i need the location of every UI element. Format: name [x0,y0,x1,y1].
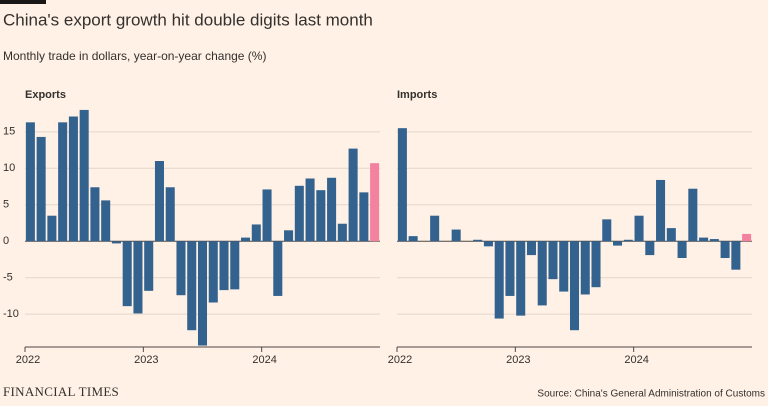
bar [688,188,698,242]
y-tick-label: 15 [3,126,15,138]
y-tick-label: 10 [3,162,15,174]
bar [602,219,612,242]
bar [262,189,272,242]
bar [305,178,315,242]
bar [294,185,304,242]
bar [720,241,730,259]
bar [430,215,440,242]
bar [348,148,358,242]
brand: FINANCIAL TIMES [3,384,119,399]
bar [219,241,229,291]
bar [569,241,580,331]
bar [68,116,78,242]
bar [144,241,154,291]
bar [111,241,121,244]
bar [634,215,644,242]
bar [699,237,709,242]
bar [90,187,100,242]
x-tick-label: 2023 [134,354,158,366]
figure-subtitle: Monthly trade in dollars, year-on-year c… [3,49,266,63]
bar [241,237,251,242]
bar [47,215,57,242]
bar [251,224,261,242]
y-tick-label: 5 [3,199,9,211]
bar [359,192,369,242]
bar [731,241,741,270]
bar [122,241,132,307]
bar [656,179,666,242]
bar [742,233,752,242]
bar [25,122,35,242]
bar [397,128,407,242]
bar [337,223,347,242]
bar [176,241,186,296]
bar [165,187,175,242]
bar [677,241,687,259]
y-tick-label: -10 [3,308,19,320]
x-tick-label: 2024 [624,354,648,366]
bar [537,241,547,306]
bar [197,241,208,346]
bar [473,239,483,242]
bar [230,241,240,290]
bar [526,241,536,256]
x-tick-label: 2022 [16,354,40,366]
bar [580,241,590,295]
bar [154,161,164,242]
source: Source: China's General Administration o… [537,389,765,400]
brand-strip [0,0,46,4]
bar [516,241,526,316]
bar [284,230,294,242]
bar [79,109,89,242]
bar [548,241,558,280]
bar [208,241,218,303]
bar [709,239,719,242]
bar [559,241,569,292]
x-tick-label: 2022 [388,354,412,366]
bar [613,241,623,246]
x-tick-label: 2024 [252,354,276,366]
figure-title: China's export growth hit double digits … [3,10,373,29]
bar [327,177,337,242]
bar [451,229,461,242]
y-tick-label: -5 [3,272,13,284]
bar [187,241,197,331]
x-tick-label: 2023 [506,354,530,366]
bar [408,236,418,242]
bar [666,228,676,242]
bar [494,241,504,319]
bar [370,163,380,242]
bar [273,241,283,296]
panel-title: Exports [25,89,66,101]
panel-title: Imports [397,89,437,101]
bar [591,241,601,288]
y-tick-label: 0 [3,235,9,247]
bar [101,200,111,242]
bar [316,190,326,242]
bar [483,241,493,247]
bar [623,239,633,242]
bar [645,241,655,256]
bar [58,122,68,242]
bar [36,136,46,242]
bar [505,241,515,296]
bar [133,241,143,314]
